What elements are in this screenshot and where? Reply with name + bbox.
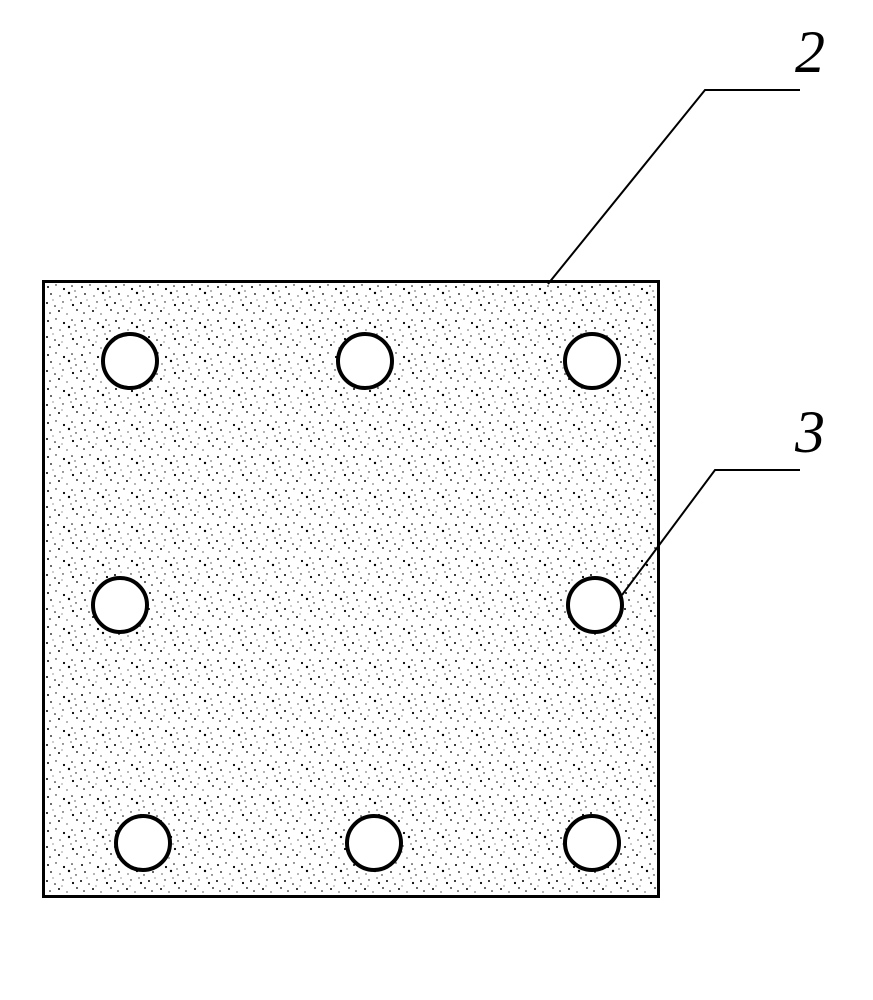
- hole-1: [101, 332, 159, 390]
- hole-8: [563, 814, 621, 872]
- hole-2: [336, 332, 394, 390]
- callout-label-plate: 2: [795, 18, 825, 87]
- hole-6: [114, 814, 172, 872]
- hole-7: [345, 814, 403, 872]
- hole-4: [91, 576, 149, 634]
- hole-5: [566, 576, 624, 634]
- callout-label-hole: 3: [795, 398, 825, 467]
- plate: [42, 280, 660, 898]
- hole-3: [563, 332, 621, 390]
